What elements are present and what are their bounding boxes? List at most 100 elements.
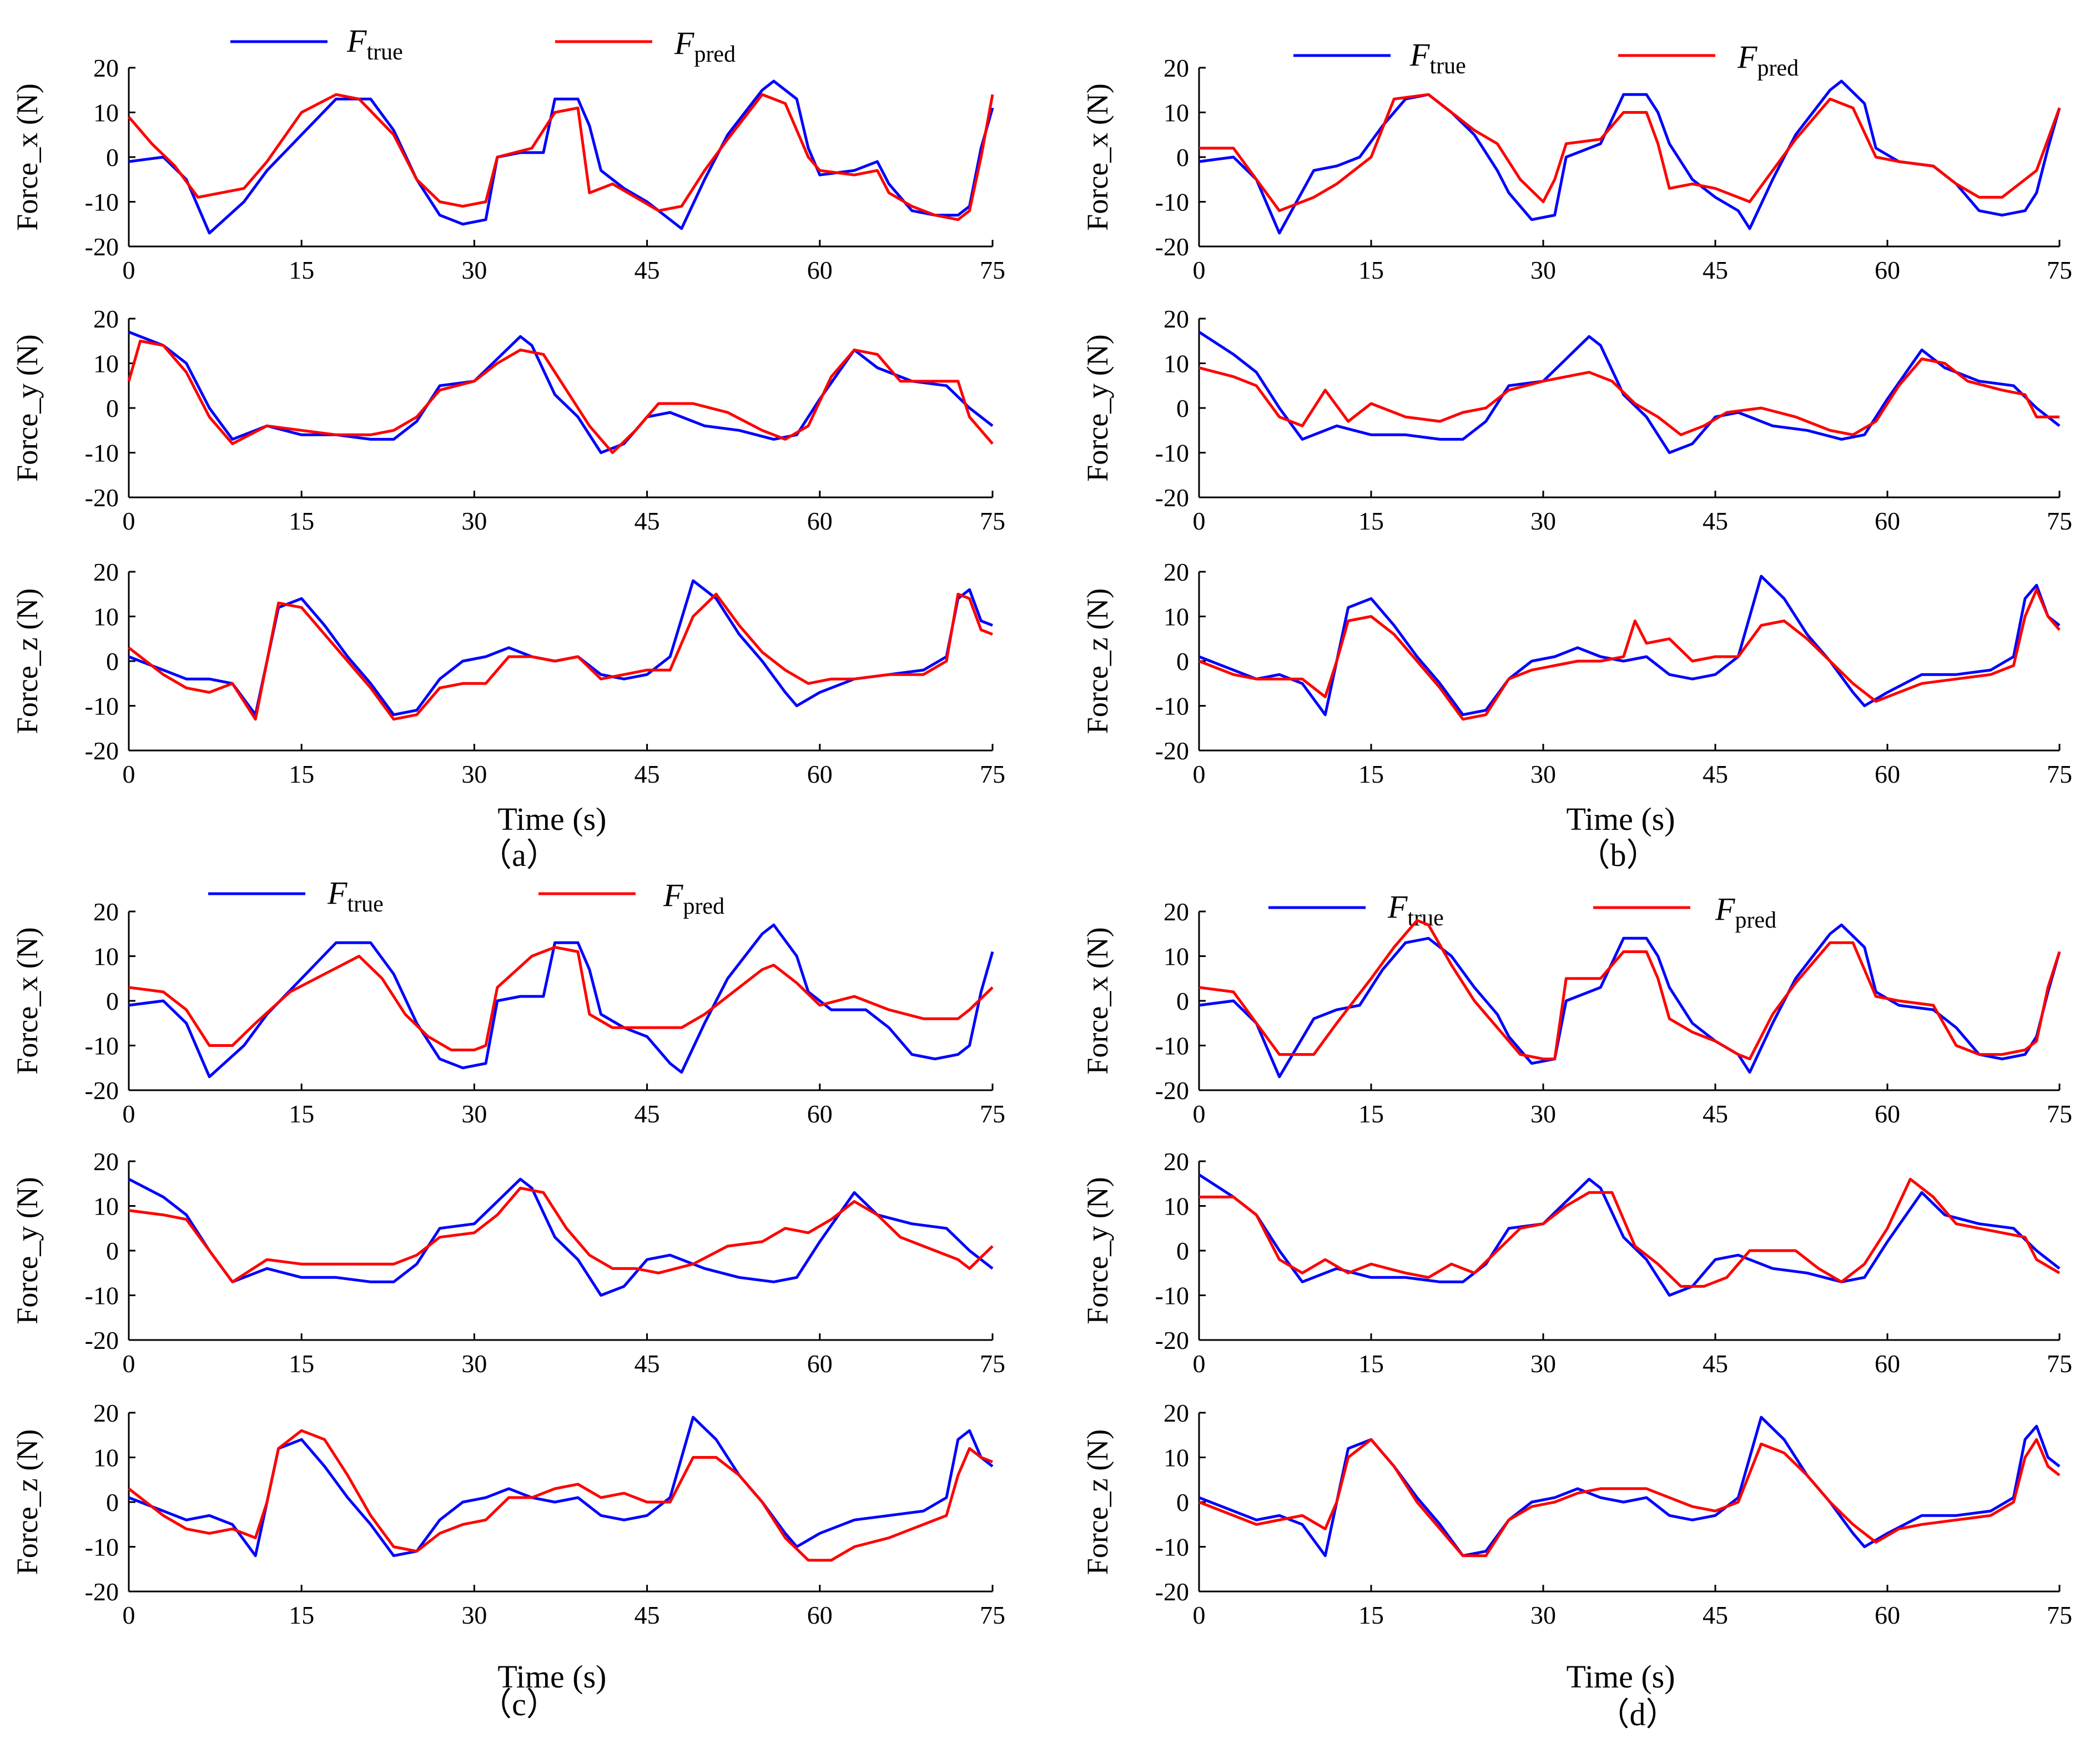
x-tick-label: 0 [1193, 1100, 1206, 1128]
legend-pred-label: Fpred [663, 877, 724, 919]
series-line-pred [1199, 93, 2061, 213]
y-tick-label: 20 [1164, 898, 1189, 926]
y-axis-label: Force_x (N) [11, 83, 44, 230]
y-tick-label: 10 [93, 1192, 119, 1221]
x-tick-label: 45 [634, 1601, 660, 1629]
x-tick-label: 15 [289, 256, 314, 284]
series-line-true [128, 79, 994, 235]
x-tick-label: 75 [2047, 1601, 2072, 1629]
x-axis-label: Time (s) [497, 1659, 606, 1695]
panel-label: （b） [1578, 837, 1658, 873]
y-tick-label: -10 [1155, 692, 1189, 721]
x-tick-label: 75 [2047, 1349, 2072, 1378]
x-tick-label: 60 [807, 256, 833, 284]
y-tick-label: 20 [93, 558, 119, 586]
y-tick-label: 20 [93, 1147, 119, 1176]
y-tick-label: 20 [1164, 305, 1189, 333]
y-tick-label: -10 [85, 439, 119, 467]
y-tick-label: 0 [1176, 647, 1189, 676]
x-tick-label: 30 [461, 1100, 487, 1128]
legend-pred-label: Fpred [674, 25, 736, 67]
y-tick-label: 10 [1164, 1444, 1189, 1472]
series-line-true [128, 579, 993, 717]
x-tick-label: 75 [980, 1349, 1005, 1378]
y-tick-label: 10 [93, 99, 119, 127]
y-tick-label: -10 [1155, 188, 1189, 216]
y-tick-label: 0 [106, 394, 119, 422]
x-tick-label: 15 [289, 1100, 314, 1128]
series-line-true [128, 923, 994, 1079]
series-line-pred [1198, 357, 2059, 436]
y-tick-label: 20 [1164, 1399, 1189, 1427]
y-tick-label: 0 [106, 1237, 119, 1265]
x-tick-label: 60 [807, 760, 833, 788]
y-tick-label: -10 [85, 1282, 119, 1310]
y-tick-label: -20 [1155, 483, 1189, 512]
x-axis-label: Time (s) [1566, 1659, 1675, 1695]
x-tick-label: 75 [980, 760, 1005, 788]
series-line-pred [1198, 1438, 2061, 1558]
y-tick-label: 20 [1164, 558, 1189, 586]
panel-a: Ftrue Fpred 20 10 0 -10 -20 0 15 30 45 60 75 Force_x … [11, 23, 1005, 873]
y-tick-label: 10 [1164, 99, 1189, 127]
legend: Ftrue Fpred [1293, 37, 1799, 81]
x-tick-label: 0 [123, 1349, 135, 1378]
x-tick-label: 45 [1703, 1601, 1728, 1629]
x-tick-label: 45 [634, 256, 660, 284]
y-axis-label: Force_z (N) [11, 588, 44, 734]
legend: Ftrue Fpred [230, 23, 736, 67]
series-line-pred [1198, 588, 2061, 721]
series-line-pred [128, 1429, 993, 1562]
y-tick-label: -10 [85, 692, 119, 721]
x-tick-label: 30 [1530, 507, 1556, 535]
x-tick-label: 30 [461, 760, 487, 788]
panel-label: （d） [1597, 1696, 1678, 1732]
y-axis-label: Force_y (N) [1081, 1177, 1114, 1324]
x-tick-label: 30 [1530, 256, 1556, 284]
x-tick-label: 60 [1875, 1100, 1900, 1128]
series-line-pred [128, 592, 993, 721]
series-line-pred [128, 93, 994, 221]
x-tick-label: 30 [461, 256, 487, 284]
x-axis-label: Time (s) [1566, 801, 1675, 837]
x-tick-label: 45 [634, 760, 660, 788]
x-tick-label: 60 [1875, 1349, 1900, 1378]
legend-true-label: Ftrue [1387, 889, 1444, 931]
legend-pred-label: Fpred [1715, 891, 1776, 933]
x-tick-label: 60 [807, 507, 833, 535]
x-tick-label: 30 [1530, 1349, 1556, 1378]
y-tick-label: -20 [85, 483, 119, 512]
y-tick-label: -20 [85, 737, 119, 765]
y-axis-label: Force_x (N) [11, 927, 44, 1074]
y-tick-label: -20 [85, 1578, 119, 1606]
y-tick-label: 10 [1164, 943, 1189, 971]
x-tick-label: 45 [1703, 760, 1728, 788]
x-tick-label: 45 [1703, 256, 1728, 284]
legend-true-label: Ftrue [327, 875, 384, 917]
y-tick-label: 10 [93, 1444, 119, 1472]
y-tick-label: 20 [93, 898, 119, 926]
y-tick-label: -20 [85, 1326, 119, 1354]
series-line-true [1198, 1415, 2061, 1558]
legend-true-label: Ftrue [346, 23, 403, 65]
x-tick-label: 75 [980, 256, 1005, 284]
x-tick-label: 75 [2047, 256, 2072, 284]
x-tick-label: 30 [1530, 1601, 1556, 1629]
x-tick-label: 60 [807, 1100, 833, 1128]
x-tick-label: 60 [1875, 1601, 1900, 1629]
y-axis-label: Force_y (N) [11, 334, 44, 481]
y-tick-label: -10 [85, 1533, 119, 1561]
x-tick-label: 75 [980, 1100, 1005, 1128]
y-tick-label: 0 [106, 987, 119, 1015]
series-line-true [128, 1177, 994, 1297]
y-tick-label: 0 [106, 143, 119, 172]
y-tick-label: -20 [85, 1076, 119, 1105]
x-tick-label: 15 [289, 760, 314, 788]
y-tick-label: 0 [106, 1488, 119, 1517]
y-tick-label: 20 [1164, 54, 1189, 82]
